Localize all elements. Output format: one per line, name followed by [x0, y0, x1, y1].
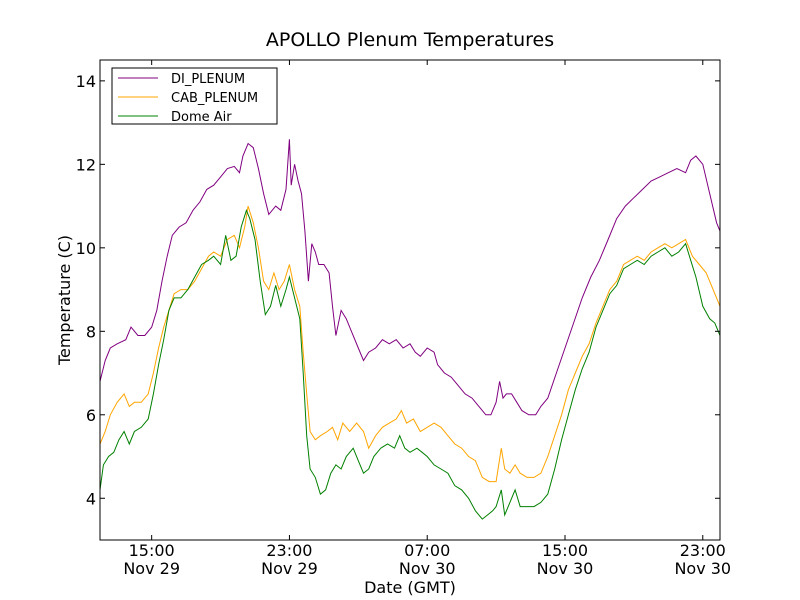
x-tick-time-label: 23:00 [680, 541, 726, 560]
x-tick-date-label: Nov 29 [123, 559, 180, 578]
legend-frame [111, 67, 278, 125]
y-tick-label: 8 [86, 322, 96, 341]
x-tick-time-label: 15:00 [129, 541, 175, 560]
y-axis: 4 6 8 10 12 14 [76, 72, 720, 508]
x-tick-date-label: Nov 30 [399, 559, 456, 578]
series-line-cab-plenum [99, 205, 721, 483]
legend-label: DI_PLENUM [171, 72, 245, 87]
y-tick-label: 12 [76, 155, 96, 174]
plot-frame [99, 59, 721, 541]
series-layer [99, 139, 721, 520]
legend-label: CAB_PLENUM [171, 91, 258, 106]
series-line-di-plenum [99, 139, 721, 416]
y-tick-label: 14 [76, 72, 96, 91]
chart-title: APOLLO Plenum Temperatures [266, 29, 554, 51]
y-tick-label: 4 [86, 489, 96, 508]
legend: DI_PLENUM CAB_PLENUM Dome Air [111, 67, 278, 125]
x-tick-date-label: Nov 30 [674, 559, 731, 578]
x-tick-time-label: 23:00 [266, 541, 312, 560]
x-tick-date-label: Nov 30 [537, 559, 594, 578]
y-tick-label: 6 [86, 406, 96, 425]
plot-area [100, 60, 720, 540]
y-axis-label: Temperature (C) [55, 235, 74, 366]
x-axis-label: Date (GMT) [364, 578, 456, 597]
legend-label: Dome Air [171, 110, 232, 125]
x-tick-time-label: 07:00 [404, 541, 450, 560]
y-tick-label: 10 [76, 239, 96, 258]
x-tick-time-label: 15:00 [542, 541, 588, 560]
series-line-dome-air [99, 208, 721, 520]
x-tick-date-label: Nov 29 [261, 559, 318, 578]
